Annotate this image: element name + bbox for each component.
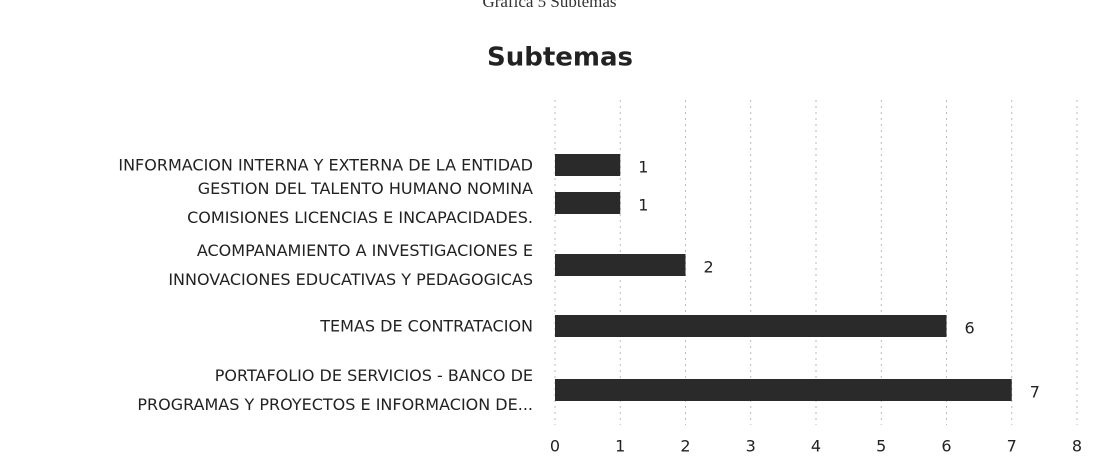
value-label: 1 bbox=[638, 196, 648, 215]
chart-title: Subtemas bbox=[487, 43, 633, 73]
bar bbox=[555, 315, 947, 337]
y-tick-label: TEMAS DE CONTRATACION bbox=[320, 316, 533, 336]
x-tick-label: 0 bbox=[550, 437, 560, 456]
value-label: 6 bbox=[965, 319, 975, 338]
x-tick-label: 4 bbox=[811, 437, 821, 456]
value-label: 2 bbox=[704, 258, 714, 277]
value-label: 1 bbox=[638, 158, 648, 177]
y-tick-label: PORTAFOLIO DE SERVICIOS - BANCO DE PROGR… bbox=[137, 366, 533, 414]
x-tick-label: 6 bbox=[941, 437, 951, 456]
bar bbox=[555, 192, 621, 214]
x-tick-label: 3 bbox=[746, 437, 756, 456]
x-tick-label: 7 bbox=[1007, 437, 1017, 456]
x-tick-label: 5 bbox=[876, 437, 886, 456]
x-tick-label: 2 bbox=[680, 437, 690, 456]
value-label: 7 bbox=[1030, 383, 1040, 402]
x-tick-label: 8 bbox=[1072, 437, 1082, 456]
bar bbox=[555, 154, 621, 176]
bar bbox=[555, 254, 686, 276]
y-tick-label: ACOMPANAMIENTO A INVESTIGACIONES E INNOV… bbox=[168, 241, 533, 289]
x-tick-label: 1 bbox=[615, 437, 625, 456]
caption: Grafica 5 Subtemas bbox=[482, 0, 617, 11]
y-tick-label: GESTION DEL TALENTO HUMANO NOMINA COMISI… bbox=[187, 179, 533, 227]
bar bbox=[555, 379, 1012, 401]
y-tick-label: INFORMACION INTERNA Y EXTERNA DE LA ENTI… bbox=[118, 155, 533, 175]
